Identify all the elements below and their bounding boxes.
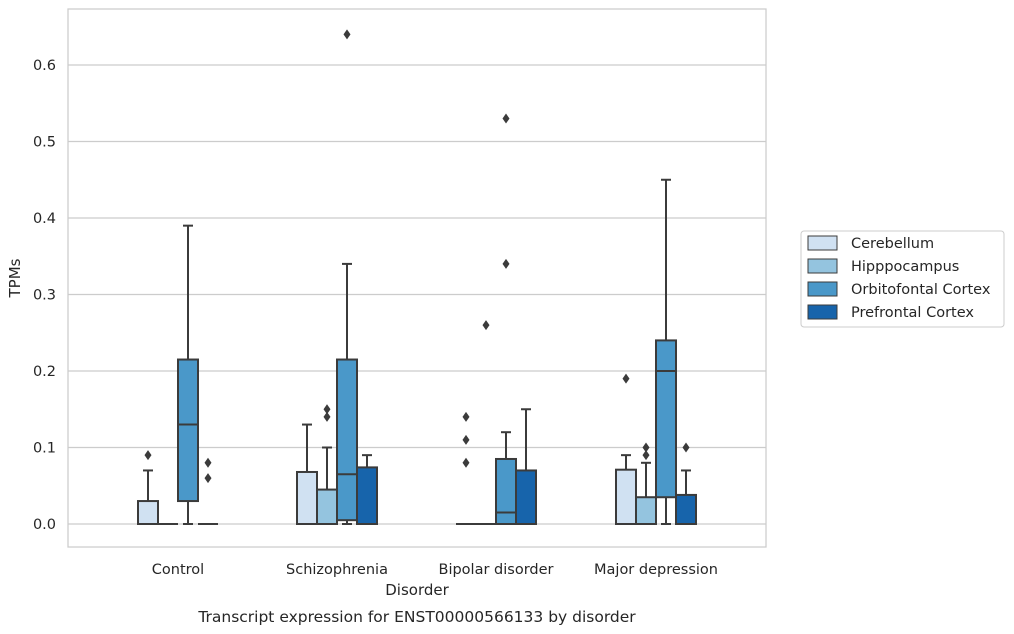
outlier-point [622, 373, 630, 384]
y-tick-label: 0.4 [33, 211, 56, 227]
plot-frame [67, 8, 767, 548]
outlier-point [323, 411, 331, 422]
box-2-0 [177, 224, 199, 525]
box-3-1 [356, 454, 378, 526]
box-2-3 [655, 178, 677, 525]
outlier-point [343, 29, 351, 40]
box-body [675, 493, 697, 525]
legend-frame [800, 230, 1005, 328]
legend-entry: Orbitofontal Cortex [851, 282, 991, 298]
outlier-point [642, 450, 650, 461]
x-tick-label: Bipolar disorder [439, 562, 554, 578]
legend: Cerebellum Hipppocampus Orbitofontal Corte… [800, 230, 1005, 328]
box-3-3 [675, 442, 697, 525]
box-body [336, 358, 358, 522]
box-body [515, 469, 537, 526]
box-0-0 [137, 450, 159, 525]
legend-entry: Prefrontal Cortex [851, 305, 974, 321]
legend-swatch [807, 304, 838, 320]
box-body [655, 339, 677, 499]
y-axis-label: TPMs [6, 258, 24, 298]
outlier-point [642, 442, 650, 453]
x-tick-label: Schizophrenia [286, 562, 388, 578]
y-tick-label: 0.5 [33, 135, 56, 151]
outlier-point [462, 411, 470, 422]
box-1-1 [316, 404, 338, 526]
legend-swatch [807, 235, 838, 251]
box-2-2 [495, 113, 517, 526]
box-body [137, 500, 159, 525]
outlier-point [502, 258, 510, 269]
y-tick-label: 0.2 [33, 364, 56, 380]
y-tick-label: 0.6 [33, 58, 56, 74]
box-0-3 [615, 373, 637, 525]
outlier-point [502, 113, 510, 124]
x-axis-label: Disorder [385, 581, 449, 599]
outlier-point [462, 457, 470, 468]
box-body [316, 488, 338, 526]
outlier-point [482, 320, 490, 331]
outlier-point [323, 404, 331, 415]
x-tick-label: Major depression [594, 562, 718, 578]
outlier-point [682, 442, 690, 453]
box-body [495, 457, 517, 526]
box-3-2 [515, 408, 537, 526]
y-tick-label: 0.3 [33, 288, 56, 304]
box-1-3 [635, 442, 657, 526]
box-1-2 [476, 320, 496, 525]
outlier-point [204, 457, 212, 468]
legend-swatch [807, 281, 838, 297]
legend-entry: Hipppocampus [851, 259, 959, 275]
legend-swatch [807, 258, 838, 274]
box-0-2 [456, 411, 476, 525]
outlier-point [144, 450, 152, 461]
legend-entry: Cerebellum [851, 236, 934, 252]
x-tick-labels: Control Schizophrenia Bipolar disorder Majo… [152, 562, 718, 578]
box-2-1 [336, 29, 358, 525]
box-body [615, 468, 637, 525]
outlier-point [462, 434, 470, 445]
y-tick-labels: 0.0 0.1 0.2 0.3 0.4 0.5 0.6 [33, 58, 56, 533]
outlier-point [204, 473, 212, 484]
chart-caption: Transcript expression for ENST0000056613… [197, 608, 636, 626]
box-body [296, 470, 318, 526]
box-body [356, 466, 378, 526]
y-tick-label: 0.0 [33, 517, 56, 533]
box-body [177, 358, 199, 503]
y-tick-label: 0.1 [33, 441, 56, 457]
x-tick-label: Control [152, 562, 204, 578]
box-3-0 [198, 457, 218, 525]
box-0-1 [296, 423, 318, 526]
box-groups [137, 29, 697, 526]
box-body [635, 496, 657, 526]
